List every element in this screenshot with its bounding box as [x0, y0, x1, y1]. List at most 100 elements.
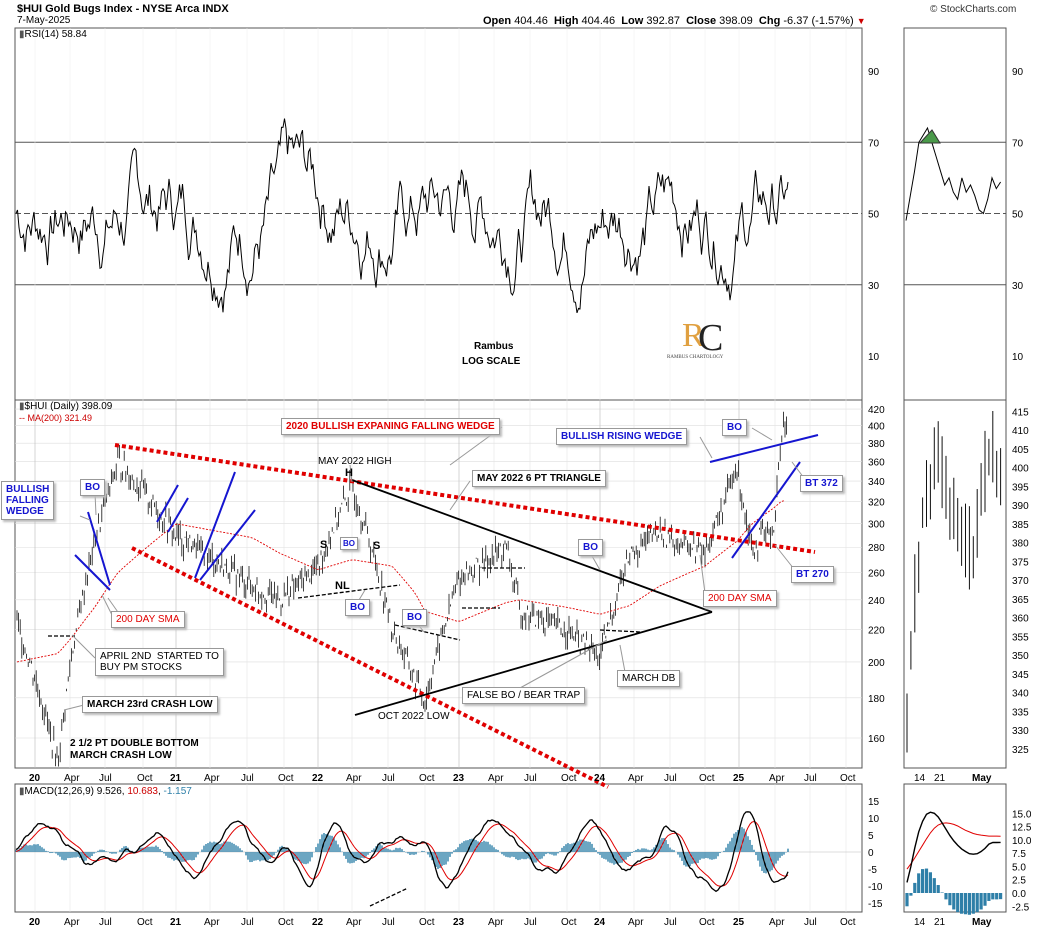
macd-tick-label: 0 [868, 848, 874, 859]
price-tick-label: 320 [868, 498, 885, 509]
macd-zoom-hist-bar [913, 882, 917, 893]
macd-zoom-hist-bar [905, 893, 909, 907]
neckline-label: NL [335, 580, 350, 592]
macd-tick-label: -5 [868, 865, 877, 876]
chg-value: -6.37 (-1.57%) [783, 15, 854, 27]
macd-tick-label: 10 [868, 814, 880, 825]
triangle-lower-line [354, 611, 713, 716]
drag-handle-icon[interactable]: ▮ [19, 786, 25, 797]
zoom-tick-label: 360 [1012, 614, 1029, 625]
high-label: High [553, 15, 579, 27]
drag-handle-icon[interactable]: ▮ [19, 29, 25, 40]
macd-zoom-macd-line [906, 811, 1001, 883]
triangle-upper-line [351, 479, 713, 613]
macd-trend-dash [369, 887, 409, 907]
rsi-tick-label: 90 [868, 67, 880, 78]
low-label: Low [621, 15, 644, 27]
zoom-tick-label: 395 [1012, 482, 1029, 493]
zoom-tick-label: 340 [1012, 689, 1029, 700]
bt-270-label: BT 270 [791, 566, 834, 583]
macd-zoom-hist-bar [924, 868, 929, 893]
zoom-x-tick-label: 14 [914, 773, 926, 784]
high-value: 404.46 [581, 15, 616, 27]
ma200-line [16, 499, 786, 663]
macd-series [15, 811, 789, 893]
price-x-tick-label: Apr [769, 773, 785, 784]
ma-legend-text: MA(200) 321.49 [27, 413, 93, 423]
macd-zoom-hist-bar [928, 872, 932, 893]
rising-wedge-upper-line [709, 434, 819, 463]
zoom-tick-label: 370 [1012, 576, 1029, 587]
macd-x-tick-label: Apr [64, 917, 80, 928]
macd-zoom-hist-bar [921, 869, 925, 893]
signal-value: 10.683 [127, 786, 158, 797]
sma-200-label-right: 200 DAY SMA [703, 590, 777, 607]
price-x-tick-label: Apr [346, 773, 362, 784]
close-value: 398.09 [719, 15, 753, 27]
price-tick-label: 300 [868, 520, 885, 531]
wedge-upper-red-line [114, 443, 816, 554]
rsi-tick-label: 30 [868, 281, 880, 292]
macd-zoom-hist-bar [979, 893, 983, 910]
zoom-series [905, 126, 1003, 915]
march-23-label: MARCH 23rd CRASH LOW [82, 696, 218, 713]
macd-zoom-hist-bar [987, 893, 991, 901]
macd-zoom-tick-label: 12.5 [1012, 823, 1032, 834]
macd-zoom-hist-bar [917, 873, 921, 893]
zoom-x-tick-label: 21 [934, 773, 946, 784]
macd-x-tick-label: Jul [241, 917, 254, 928]
macd-x-tick-label: Oct [137, 917, 153, 928]
price-x-tick-label: Jul [241, 773, 254, 784]
head-label: H [345, 467, 353, 479]
macd-x-tick-label: Apr [346, 917, 362, 928]
low-value: 392.87 [646, 15, 680, 27]
macd-tick-label: 5 [868, 831, 874, 842]
price-tick-label: 380 [868, 439, 885, 450]
price-x-tick-label: Oct [699, 773, 715, 784]
price-x-tick-label: Oct [561, 773, 577, 784]
macd-zoom-hist-bar [940, 892, 944, 893]
macd-zoom-hist-bar [909, 893, 913, 896]
macd-x-tick-label: Jul [804, 917, 817, 928]
drag-handle-icon[interactable]: ▮ [19, 401, 25, 412]
macd-zoom-hist-bar [967, 893, 971, 915]
macd-zoom-hist-bar [956, 893, 960, 913]
blue-wedge-line [74, 554, 111, 591]
neckline [394, 624, 461, 641]
rsi-zoom-tick-label: 10 [1012, 352, 1024, 363]
macd-zoom-hist-bar [995, 893, 999, 900]
macd-x-tick-label: Jul [99, 917, 112, 928]
price-series [16, 411, 787, 767]
sma-200-label: 200 DAY SMA [111, 611, 185, 628]
close-label: Close [686, 15, 717, 27]
price-tick-label: 340 [868, 477, 885, 488]
zoom-macd-x-tick-label: 21 [934, 917, 946, 928]
bo-label: BO [578, 539, 603, 556]
zoom-tick-label: 350 [1012, 651, 1029, 662]
pointer-line [79, 515, 91, 521]
rising-wedge-label: BULLISH RISING WEDGE [556, 428, 688, 445]
macd-tick-label: 15 [868, 797, 880, 808]
rsi-zoom-tick-label: 30 [1012, 281, 1024, 292]
ohlc-readout: Open 404.46 High 404.46 Low 392.87 Close… [483, 15, 866, 27]
price-x-tick-label: Jul [99, 773, 112, 784]
macd-x-tick-label: Apr [488, 917, 504, 928]
macd-x-tick-label: Apr [628, 917, 644, 928]
price-tick-label: 420 [868, 405, 885, 416]
macd-zoom-hist-bar [932, 878, 936, 893]
chg-label: Chg [758, 15, 781, 27]
zoom-tick-label: 415 [1012, 407, 1029, 418]
macd-x-tick-label: 22 [312, 917, 324, 928]
neckline [599, 629, 641, 633]
bo-label: BO [80, 479, 105, 496]
price-x-tick-label: 21 [170, 773, 182, 784]
macd-x-tick-label: Jul [382, 917, 395, 928]
price-x-tick-label: Oct [137, 773, 153, 784]
macd-x-tick-label: Apr [204, 917, 220, 928]
pointer-line [591, 555, 601, 571]
rsi-line [15, 118, 789, 314]
macd-x-tick-label: Oct [278, 917, 294, 928]
macd-zoom-signal-line [906, 822, 1001, 870]
price-tick-label: 400 [868, 422, 885, 433]
pointer-line [71, 634, 96, 659]
